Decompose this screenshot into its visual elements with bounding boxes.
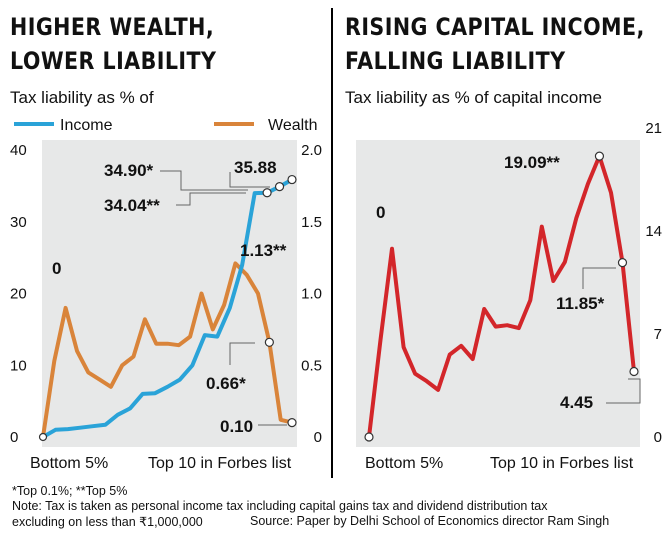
leader-35-88 [229, 172, 270, 188]
leader-4-45 [606, 378, 641, 404]
annotation-label: 1.13** [240, 241, 287, 260]
left-y2-tick-label: 1.5 [301, 214, 322, 231]
leader-34-04 [176, 192, 246, 206]
annotation-label: 0 [52, 259, 61, 278]
leader-0-66 [229, 342, 255, 365]
annotation-label: 35.88 [234, 158, 277, 177]
capital-income-series-line [367, 154, 636, 438]
left-chart-subtitle: Tax liability as % of [10, 88, 154, 107]
panel-divider [331, 8, 333, 478]
leader-34-90 [160, 170, 248, 191]
left-y2-tick-label: 2.0 [301, 142, 322, 159]
legend-wealth-label: Wealth [268, 117, 318, 134]
footnote: *Top 0.1%; **Top 5% [12, 484, 128, 498]
annotation-marker [594, 151, 605, 161]
annotation-marker [364, 432, 374, 442]
wealth-series-line [41, 261, 293, 438]
annotation-marker [274, 181, 285, 192]
annotation-label: 19.09** [504, 153, 560, 172]
right-chart-subtitle: Tax liability as % of capital income [345, 88, 603, 107]
right-y-tick-label: 7 [654, 326, 662, 343]
left-y-tick-label: 40 [10, 142, 27, 159]
left-y2-tick-label: 0 [314, 429, 322, 446]
left-title-line-2: LOWER LIABILITY [10, 47, 217, 75]
left-y2-tick-label: 0.5 [301, 357, 322, 374]
left-y-tick-label: 20 [10, 286, 27, 303]
right-plot-background [356, 140, 640, 447]
right-y-tick-label: 0 [654, 429, 662, 446]
annotation-marker [264, 337, 274, 347]
left-x-tick-label-top: Top 10 in Forbes list [148, 455, 292, 472]
annotation-marker [629, 366, 639, 377]
annotation-marker [287, 418, 297, 428]
start-marker-left [38, 432, 48, 442]
annotation-label: 11.85* [556, 294, 605, 313]
left-y-tick-label: 10 [10, 357, 27, 374]
annotation-label: 34.90* [104, 161, 154, 180]
legend-income-label: Income [60, 117, 113, 134]
annotation-marker [617, 258, 628, 268]
annotation-label: 4.45 [560, 393, 593, 412]
left-chart-title: HIGHER WEALTH, LOWER LIABILITY [10, 10, 216, 78]
left-y-tick-label: 0 [10, 429, 18, 446]
left-title-line-1: HIGHER WEALTH, [10, 13, 215, 41]
left-y2-tick-label: 1.0 [301, 286, 322, 303]
method-note-continued: excluding on less than ₹1,000,000 [12, 515, 203, 529]
annotation-marker [262, 188, 272, 198]
left-y-tick-label: 30 [10, 214, 27, 231]
source-note: Source: Paper by Delhi School of Economi… [250, 514, 610, 528]
leader-11-85 [582, 267, 616, 289]
right-title-line-1: RISING CAPITAL INCOME, [345, 13, 645, 41]
right-x-tick-label-bottom: Bottom 5% [365, 455, 443, 472]
method-note: Note: Tax is taken as personal income ta… [12, 499, 548, 513]
right-y-tick-label: 21 [645, 120, 662, 137]
right-title-line-2: FALLING LIABILITY [345, 47, 566, 75]
annotation-marker [287, 174, 297, 185]
right-y-tick-label: 14 [645, 223, 662, 240]
annotation-label: 0 [376, 203, 385, 222]
annotation-label: 0.66* [206, 374, 246, 393]
income-series-line [42, 177, 293, 439]
annotation-label: 0.10 [220, 417, 253, 436]
right-chart-title: RISING CAPITAL INCOME, FALLING LIABILITY [345, 10, 645, 78]
right-x-tick-label-top: Top 10 in Forbes list [490, 455, 634, 472]
charts-svg: 0 10 20 30 40 0 0.5 1.0 1.5 2.0 Income Wealth Bottom… [10, 117, 662, 472]
annotation-label: 34.04** [104, 196, 160, 215]
left-x-tick-label-bottom: Bottom 5% [30, 455, 108, 472]
